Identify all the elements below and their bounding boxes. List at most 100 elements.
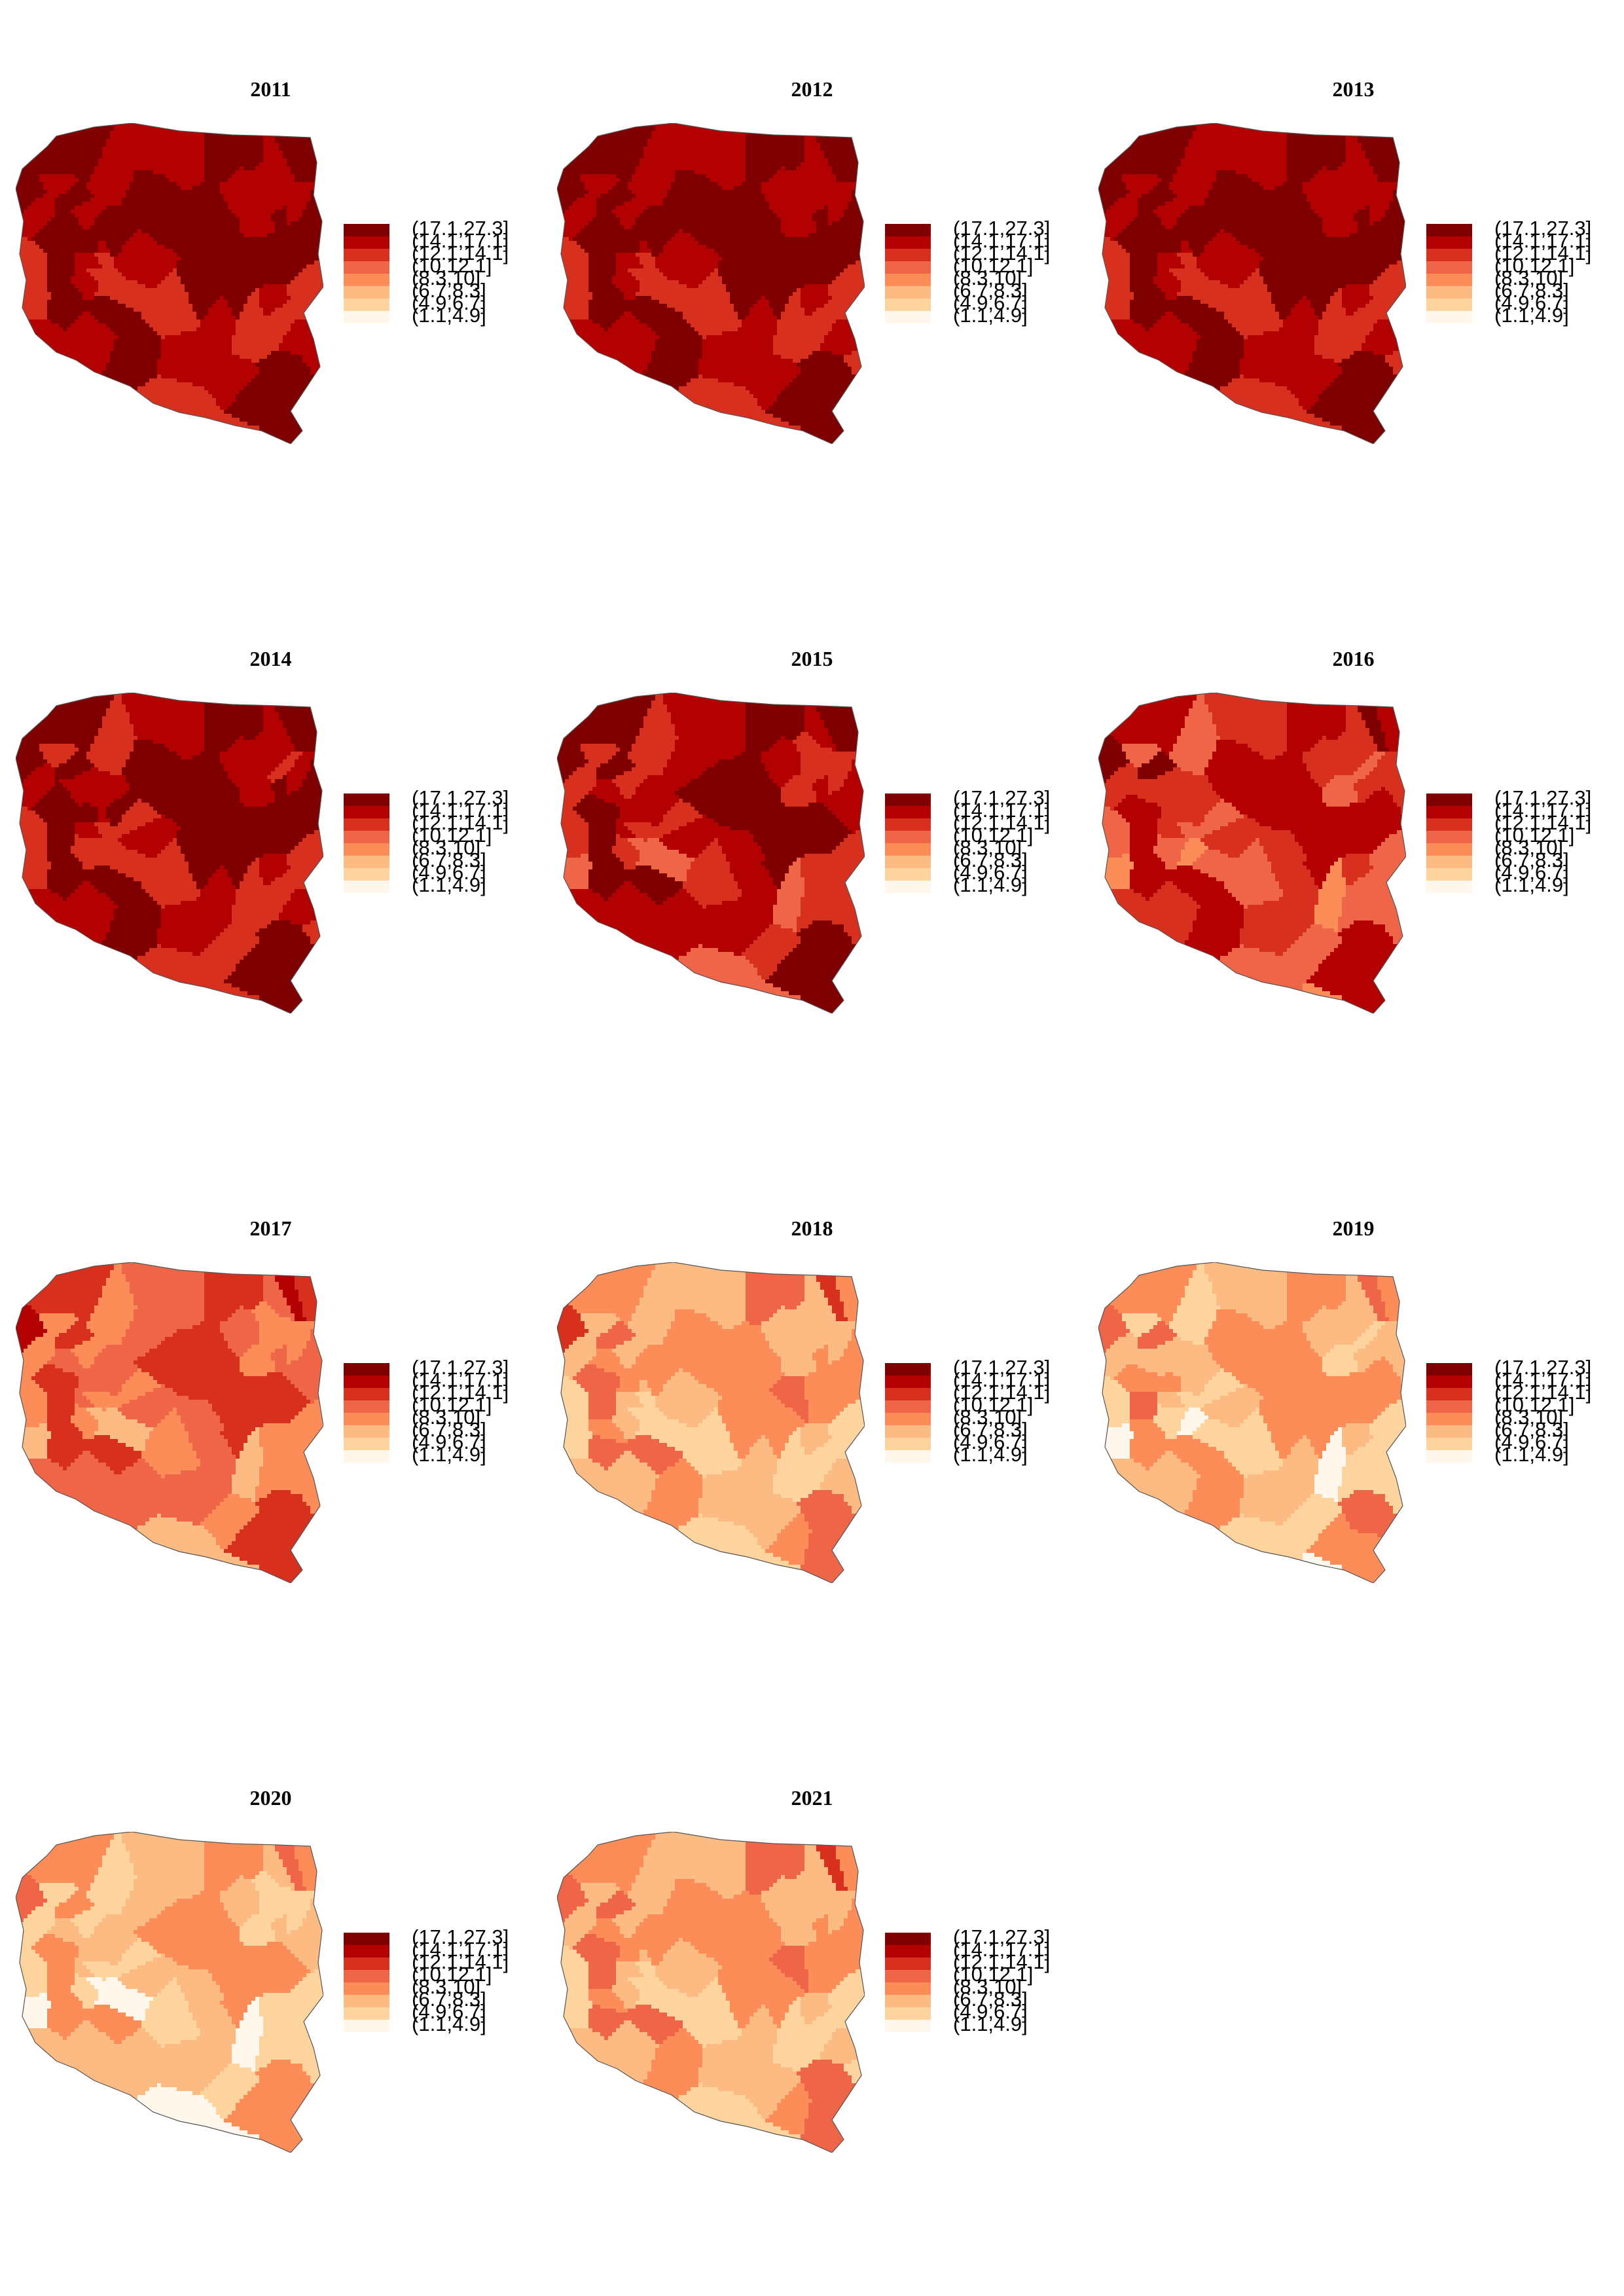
choropleth-map (1098, 693, 1406, 1013)
panel-title: 2020 (0, 1786, 541, 1810)
legend-swatch (885, 1376, 931, 1388)
legend: (17.1,27.3] (14.1,17.1] (12.1,14.1] (10,12.… (885, 1933, 1081, 2032)
legend: (17.1,27.3] (14.1,17.1] (12.1,14.1] (10,12.… (885, 224, 1081, 323)
legend-swatch (344, 868, 389, 881)
legend-swatch (344, 1413, 389, 1425)
legend: (17.1,27.3] (14.1,17.1] (12.1,14.1] (10,12.… (344, 224, 540, 323)
legend-swatch (344, 1970, 389, 1982)
choropleth-map (16, 1262, 323, 1583)
map-panel-2016: 2016 (17.1,27.3] (14.1,17.1] (12.1,14.1] (10… (1083, 570, 1624, 1139)
legend-swatch (885, 1363, 931, 1376)
legend-swatch (344, 843, 389, 856)
legend-swatch (885, 1450, 931, 1463)
legend-swatch (1426, 311, 1472, 323)
legend-swatch (344, 1376, 389, 1388)
legend-swatch (885, 1995, 931, 2007)
map-panel-2015: 2015 (17.1,27.3] (14.1,17.1] (12.1,14.1] (10… (541, 570, 1083, 1139)
panel-title: 2016 (1083, 647, 1624, 671)
legend-row: (1.1,4.9] (885, 2020, 1081, 2032)
legend-swatch (344, 2020, 389, 2032)
panel-title: 2019 (1083, 1216, 1624, 1241)
map-panel-2017: 2017 (17.1,27.3] (14.1,17.1] (12.1,14.1] (10… (0, 1139, 541, 1709)
legend-swatch (885, 856, 931, 868)
legend-swatch (344, 1388, 389, 1400)
legend-swatch (1426, 856, 1472, 868)
legend-swatch (1426, 1450, 1472, 1463)
legend-label: (1.1,4.9] (1494, 1444, 1569, 1465)
map-panel-2013: 2013 (17.1,27.3] (14.1,17.1] (12.1,14.1] (10… (1083, 0, 1624, 570)
legend-swatch (344, 1945, 389, 1958)
legend: (17.1,27.3] (14.1,17.1] (12.1,14.1] (10,12.… (1426, 224, 1623, 323)
legend-swatch (885, 1425, 931, 1438)
legend-swatch (344, 1958, 389, 1970)
legend-swatch (344, 299, 389, 311)
legend-label: (1.1,4.9] (412, 305, 486, 325)
legend-label: (1.1,4.9] (953, 1444, 1028, 1465)
legend-label: (1.1,4.9] (1494, 305, 1569, 325)
legend-swatch (1426, 868, 1472, 881)
legend-row: (1.1,4.9] (344, 1450, 540, 1463)
legend: (17.1,27.3] (14.1,17.1] (12.1,14.1] (10,12.… (1426, 793, 1623, 893)
choropleth-map (557, 123, 865, 444)
legend-label: (1.1,4.9] (953, 875, 1028, 895)
panel-title: 2021 (541, 1786, 1083, 1810)
legend-swatch (344, 2007, 389, 2020)
legend-swatch (1426, 793, 1472, 806)
legend-swatch (885, 1413, 931, 1425)
legend-swatch (885, 831, 931, 843)
legend-label: (1.1,4.9] (953, 305, 1028, 325)
legend-swatch (344, 1363, 389, 1376)
map-panel-2020: 2020 (17.1,27.3] (14.1,17.1] (12.1,14.1] (10… (0, 1709, 541, 2278)
legend-swatch (344, 1400, 389, 1413)
legend: (17.1,27.3] (14.1,17.1] (12.1,14.1] (10,12.… (344, 1933, 540, 2032)
panel-title: 2014 (0, 647, 541, 671)
legend-swatch (1426, 274, 1472, 286)
legend-swatch (344, 1933, 389, 1945)
legend-swatch (885, 1933, 931, 1945)
choropleth-map (16, 1832, 323, 2153)
legend-swatch (1426, 806, 1472, 818)
legend: (17.1,27.3] (14.1,17.1] (12.1,14.1] (10,12.… (1426, 1363, 1623, 1463)
legend-swatch (344, 274, 389, 286)
choropleth-map (1098, 123, 1406, 444)
legend-label: (1.1,4.9] (1494, 875, 1569, 895)
legend-swatch (344, 1425, 389, 1438)
legend-swatch (344, 881, 389, 893)
legend-swatch (885, 1958, 931, 1970)
legend-swatch (885, 2007, 931, 2020)
panel-title: 2018 (541, 1216, 1083, 1241)
legend: (17.1,27.3] (14.1,17.1] (12.1,14.1] (10,12.… (344, 1363, 540, 1463)
legend-swatch (344, 1982, 389, 1995)
choropleth-map (1098, 1262, 1406, 1583)
legend-swatch (885, 1945, 931, 1958)
legend-row: (1.1,4.9] (885, 881, 1081, 893)
legend-swatch (885, 249, 931, 261)
legend-swatch (1426, 1438, 1472, 1450)
legend-swatch (1426, 881, 1472, 893)
legend-row: (1.1,4.9] (885, 311, 1081, 323)
legend-swatch (344, 806, 389, 818)
choropleth-map (557, 693, 865, 1013)
legend-label: (1.1,4.9] (412, 875, 486, 895)
legend-swatch (344, 249, 389, 261)
legend-row: (1.1,4.9] (885, 1450, 1081, 1463)
legend-label: (1.1,4.9] (412, 2014, 486, 2034)
legend-swatch (885, 881, 931, 893)
legend-swatch (1426, 831, 1472, 843)
legend-swatch (1426, 1363, 1472, 1376)
legend-swatch (344, 793, 389, 806)
legend-swatch (1426, 261, 1472, 274)
legend-swatch (1426, 299, 1472, 311)
legend-swatch (1426, 236, 1472, 249)
legend-swatch (344, 261, 389, 274)
legend-swatch (885, 299, 931, 311)
legend-label: (1.1,4.9] (412, 1444, 486, 1465)
map-panel-2011: 2011 (17.1,27.3] (14.1,17.1] (12.1,14.1] (10… (0, 0, 541, 570)
legend-row: (1.1,4.9] (1426, 1450, 1623, 1463)
legend-swatch (1426, 1376, 1472, 1388)
legend-swatch (885, 868, 931, 881)
legend: (17.1,27.3] (14.1,17.1] (12.1,14.1] (10,12.… (885, 793, 1081, 893)
legend-swatch (344, 311, 389, 323)
legend-swatch (885, 1982, 931, 1995)
